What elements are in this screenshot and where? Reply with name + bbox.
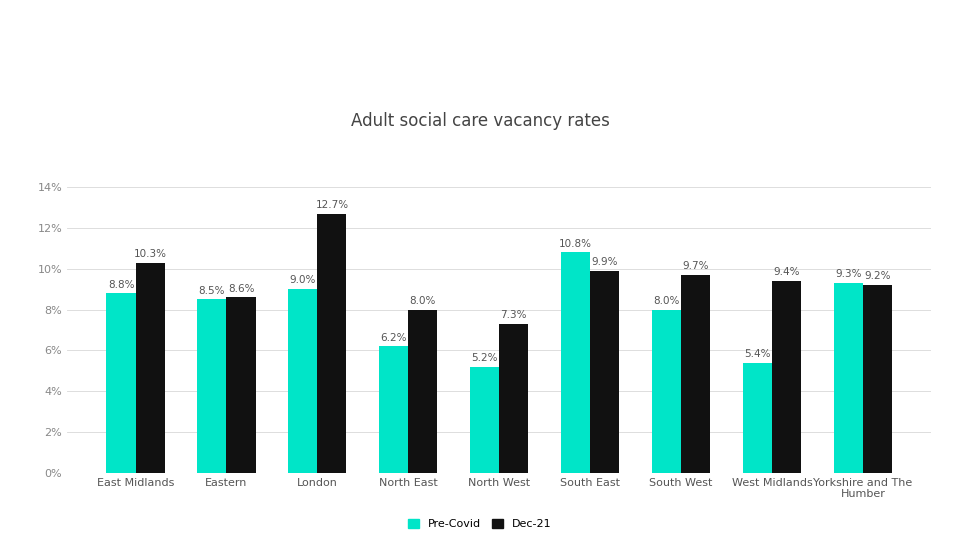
Bar bbox=[470, 367, 499, 473]
Bar bbox=[107, 293, 135, 473]
Bar bbox=[833, 283, 863, 473]
Bar bbox=[863, 285, 892, 473]
Text: 10.8%: 10.8% bbox=[559, 239, 592, 249]
Bar bbox=[318, 213, 347, 473]
Bar bbox=[743, 362, 772, 473]
Text: 10.3%: 10.3% bbox=[133, 249, 167, 259]
Bar bbox=[499, 324, 528, 473]
Text: 12.7%: 12.7% bbox=[316, 200, 348, 210]
Text: 5.4%: 5.4% bbox=[744, 349, 771, 359]
Text: 9.2%: 9.2% bbox=[864, 271, 891, 282]
Text: 6.2%: 6.2% bbox=[380, 333, 407, 343]
Bar bbox=[198, 299, 227, 473]
Bar bbox=[681, 275, 710, 473]
Text: 8.6%: 8.6% bbox=[228, 284, 254, 294]
Text: 9.3%: 9.3% bbox=[835, 270, 861, 279]
Text: 9.0%: 9.0% bbox=[290, 276, 316, 285]
Bar bbox=[408, 310, 438, 473]
Bar bbox=[772, 281, 801, 473]
Bar bbox=[227, 298, 255, 473]
Legend: Pre-Covid, Dec-21: Pre-Covid, Dec-21 bbox=[403, 514, 557, 534]
Text: 9.7%: 9.7% bbox=[683, 261, 708, 271]
Bar bbox=[135, 262, 165, 473]
Bar bbox=[652, 310, 681, 473]
Text: 9.4%: 9.4% bbox=[773, 267, 800, 277]
Text: 9.9%: 9.9% bbox=[591, 257, 618, 267]
Bar bbox=[590, 271, 619, 473]
Bar bbox=[288, 289, 318, 473]
Text: 8.8%: 8.8% bbox=[108, 279, 134, 289]
Bar bbox=[561, 252, 590, 473]
Text: 8.5%: 8.5% bbox=[199, 285, 226, 296]
Text: 5.2%: 5.2% bbox=[471, 353, 498, 363]
Bar bbox=[379, 346, 408, 473]
Text: Adult social care vacancy rates: Adult social care vacancy rates bbox=[350, 112, 610, 130]
Text: 8.0%: 8.0% bbox=[410, 296, 436, 306]
Text: 8.0%: 8.0% bbox=[654, 296, 680, 306]
Text: 7.3%: 7.3% bbox=[500, 310, 527, 320]
